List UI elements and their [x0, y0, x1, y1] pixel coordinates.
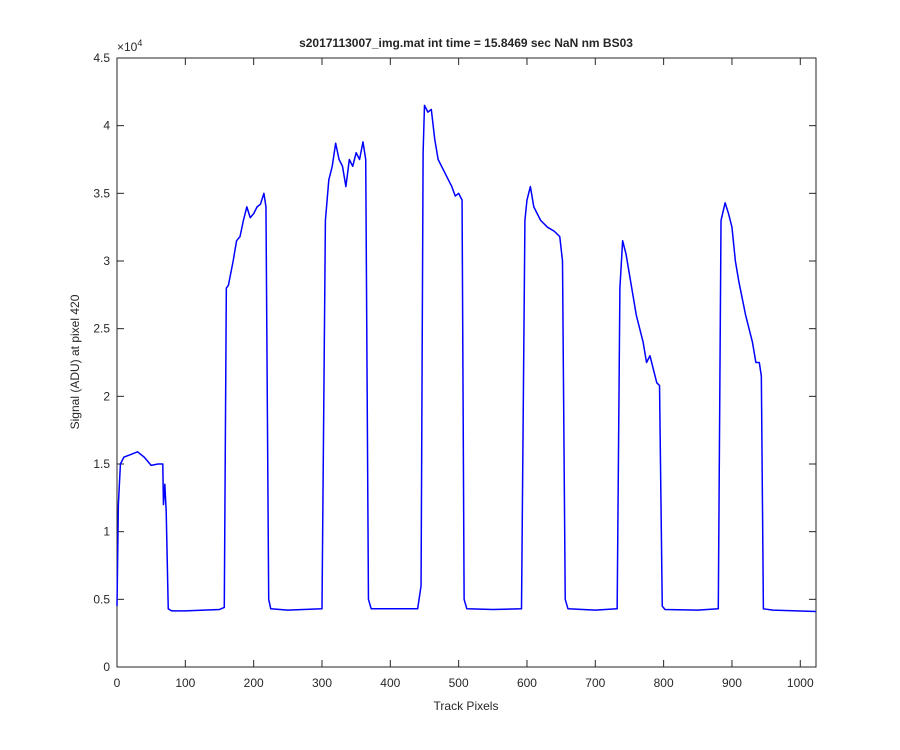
- y-tick-label: 2.5: [93, 322, 110, 336]
- x-tick-label: 100: [175, 676, 195, 690]
- y-tick-label: 1: [103, 525, 110, 539]
- y-tick-label: 0: [103, 660, 110, 674]
- x-tick-label: 300: [312, 676, 332, 690]
- y-axis-label: Signal (ADU) at pixel 420: [68, 294, 82, 429]
- y-tick-label: 3.5: [93, 186, 110, 200]
- chart-title: s2017113007_img.mat int time = 15.8469 s…: [299, 36, 633, 50]
- y-tick-label: 4: [103, 119, 110, 133]
- y-tick-label: 2: [103, 389, 110, 403]
- x-tick-label: 600: [517, 676, 537, 690]
- x-tick-label: 800: [654, 676, 674, 690]
- x-tick-label: 400: [380, 676, 400, 690]
- y-tick-label: 0.5: [93, 592, 110, 606]
- y-tick-label: 3: [103, 254, 110, 268]
- x-tick-label: 900: [722, 676, 742, 690]
- x-tick-label: 500: [449, 676, 469, 690]
- multiplier-exponent: 4: [137, 38, 142, 48]
- x-tick-label: 0: [114, 676, 121, 690]
- x-tick-label: 1000: [787, 676, 814, 690]
- multiplier-base: ×10: [117, 40, 138, 54]
- axes-box: [116, 57, 817, 668]
- x-tick-label: 200: [244, 676, 264, 690]
- y-tick-label: 1.5: [93, 457, 110, 471]
- data-line: [116, 104, 817, 613]
- y-multiplier: ×104: [117, 38, 142, 54]
- y-tick-label: 4.5: [93, 51, 110, 65]
- x-axis-label: Track Pixels: [434, 699, 499, 713]
- x-tick-label: 700: [585, 676, 605, 690]
